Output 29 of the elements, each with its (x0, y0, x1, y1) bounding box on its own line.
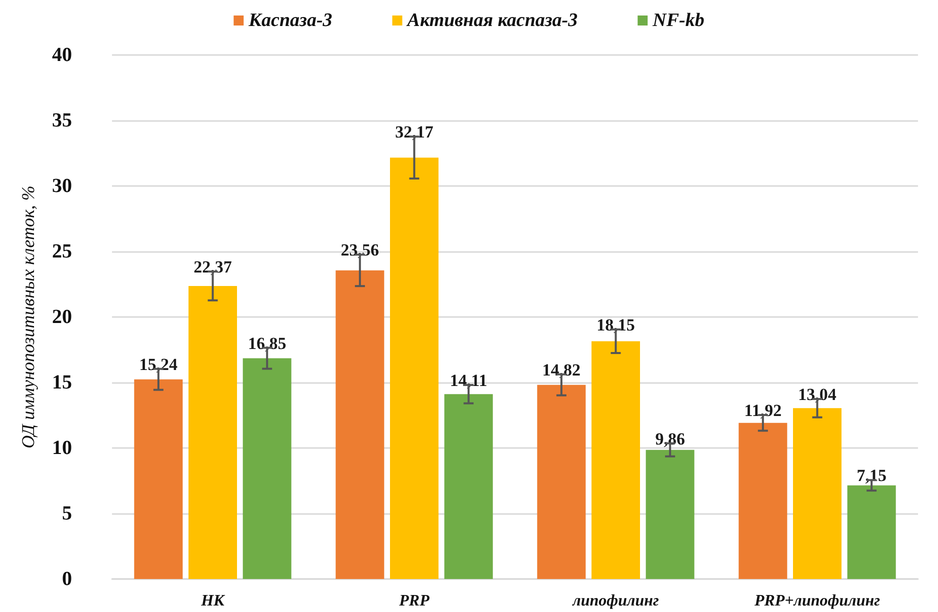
legend-label: Каспаза-3 (248, 10, 332, 31)
y-tick-label: 5 (62, 502, 72, 524)
y-tick-label: 0 (62, 568, 72, 590)
y-tick-label: 10 (52, 437, 72, 459)
legend-label: NF-kb (652, 10, 704, 31)
y-tick-label: 30 (52, 175, 72, 197)
x-tick-label: PRP (398, 592, 430, 610)
bar (646, 450, 694, 579)
y-tick-label: 25 (52, 240, 72, 262)
x-tick-label: НК (200, 592, 226, 610)
bar (792, 408, 842, 579)
bar (738, 422, 788, 579)
bar (134, 379, 183, 579)
x-tick-label: липофилинг (572, 592, 659, 610)
bar (847, 485, 896, 579)
bar (591, 341, 640, 579)
y-axis-title: ОД иммунопозитивных клеток, % (18, 186, 38, 448)
bar (390, 158, 439, 579)
bar (242, 358, 292, 579)
y-tick-label: 15 (52, 372, 72, 394)
y-tick-label: 35 (52, 110, 72, 132)
legend-label: Активная каспаза-3 (406, 10, 578, 31)
bar (444, 394, 493, 579)
y-tick-label: 20 (52, 306, 72, 328)
bar (537, 384, 586, 579)
bar (188, 286, 238, 579)
y-tick-label: 40 (52, 44, 72, 66)
bar (336, 270, 384, 579)
x-tick-label: PRP+липофилинг (753, 592, 880, 610)
